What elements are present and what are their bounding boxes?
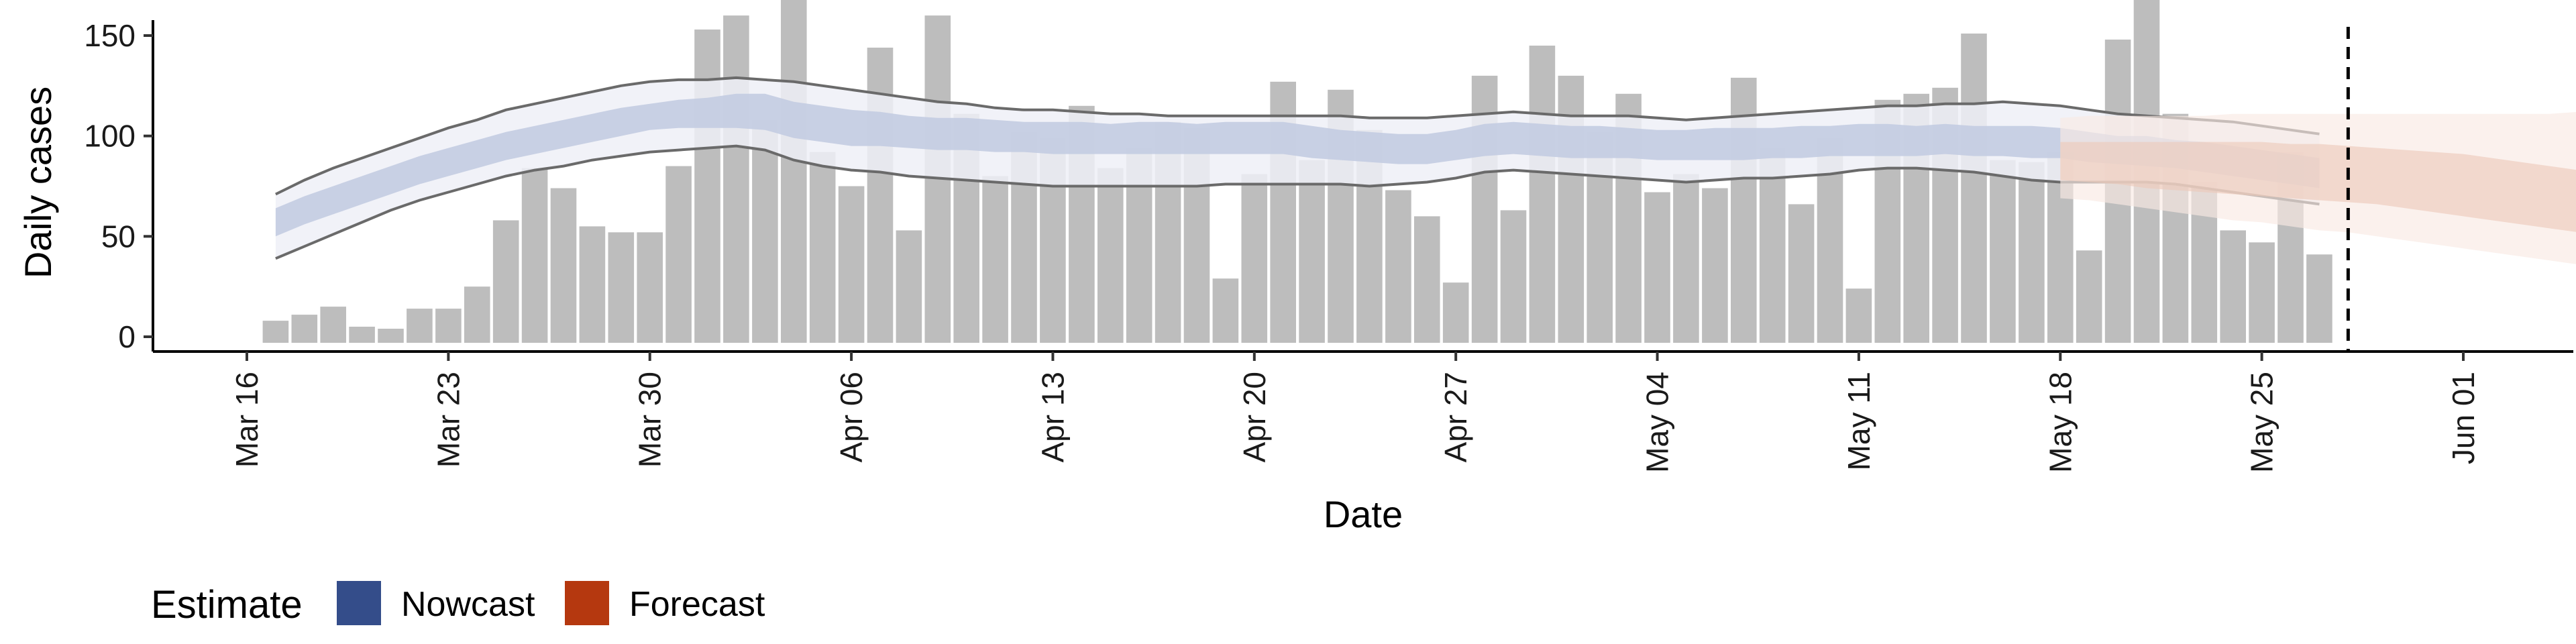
- observed-bar: [492, 220, 519, 343]
- forecast-ribbons: [2060, 111, 2576, 264]
- observed-bar: [982, 176, 1008, 343]
- observed-bar: [320, 307, 346, 343]
- x-tick-label: Apr 20: [1237, 372, 1272, 463]
- observed-bar: [349, 327, 375, 343]
- y-tick-label: 0: [118, 319, 136, 354]
- x-tick-label: Jun 01: [2446, 372, 2481, 464]
- tick-labels: 0 50 100 150 Mar 16 Mar 23 Mar 30 Apr 06 Apr 13 A…: [84, 18, 2481, 473]
- observed-bar: [637, 232, 663, 343]
- observed-bar: [1529, 46, 1556, 343]
- observed-bar: [521, 168, 548, 343]
- x-tick-label: Mar 16: [229, 372, 264, 468]
- observed-bar: [781, 0, 807, 343]
- observed-bar: [2019, 162, 2045, 343]
- x-tick-label: Apr 27: [1438, 372, 1473, 463]
- observed-bar: [1673, 174, 1699, 343]
- observed-bar: [752, 119, 778, 343]
- x-tick-label: Mar 23: [431, 372, 466, 468]
- observed-bar: [291, 315, 318, 343]
- legend-swatch-forecast: [565, 581, 609, 625]
- nowcast-50-band: [275, 93, 2320, 237]
- observed-bar: [608, 232, 635, 343]
- observed-bar: [407, 309, 433, 343]
- observed-bar: [1845, 288, 1872, 343]
- observed-bar: [1385, 190, 1411, 343]
- legend-label-forecast: Forecast: [629, 585, 765, 624]
- observed-bar: [262, 321, 289, 343]
- x-tick-label: Mar 30: [633, 372, 667, 468]
- axes: [144, 20, 2573, 361]
- y-tick-label: 150: [84, 18, 136, 53]
- observed-bar: [1500, 210, 1527, 343]
- observed-bar: [1990, 160, 2016, 343]
- nowcast-upper-line: [275, 76, 2320, 196]
- observed-bar: [723, 15, 749, 343]
- nowcast-ribbons: [275, 76, 2320, 260]
- observed-bar: [435, 309, 462, 343]
- observed-bar: [1414, 216, 1440, 343]
- observed-bar: [464, 286, 490, 343]
- observed-bar: [1299, 160, 1325, 343]
- x-tick-label: May 18: [2043, 372, 2078, 473]
- observed-bar: [1241, 174, 1268, 343]
- observed-bar: [2249, 242, 2275, 343]
- observed-bar: [550, 188, 577, 343]
- x-tick-label: May 11: [1841, 372, 1876, 470]
- legend-swatch-nowcast: [337, 581, 381, 625]
- forecast-50-band: [2060, 142, 2576, 232]
- observed-bar: [896, 230, 922, 343]
- observed-bar: [378, 329, 404, 343]
- x-tick-label: May 04: [1640, 372, 1675, 473]
- legend-label-nowcast: Nowcast: [401, 585, 535, 624]
- observed-bar: [1212, 278, 1239, 343]
- observed-bar: [2220, 230, 2246, 343]
- x-axis-title: Date: [1324, 493, 1403, 535]
- x-tick-label: Apr 06: [834, 372, 869, 463]
- y-tick-label: 50: [101, 219, 136, 254]
- observed-bar: [1961, 34, 1987, 343]
- x-tick-label: May 25: [2245, 372, 2279, 473]
- y-axis-title: Daily cases: [17, 87, 59, 278]
- observed-bar: [1702, 188, 1728, 343]
- observed-bar: [1788, 204, 1815, 343]
- observed-bar: [1442, 282, 1469, 343]
- x-tick-label: Apr 13: [1035, 372, 1070, 463]
- observed-bar: [838, 186, 865, 343]
- observed-bar: [1644, 192, 1670, 343]
- observed-bar: [665, 166, 692, 343]
- observed-bar: [1759, 148, 1786, 343]
- observed-bar: [2306, 254, 2332, 343]
- legend: Estimate Nowcast Forecast: [151, 581, 765, 627]
- nowcast-lower-line: [275, 144, 2320, 260]
- observed-bar: [809, 152, 836, 343]
- y-tick-label: 100: [84, 119, 136, 154]
- observed-bar: [1097, 168, 1124, 343]
- observed-bar: [2076, 250, 2102, 343]
- legend-title: Estimate: [151, 583, 303, 627]
- observed-bar: [579, 226, 606, 343]
- observed-bar: [694, 30, 720, 343]
